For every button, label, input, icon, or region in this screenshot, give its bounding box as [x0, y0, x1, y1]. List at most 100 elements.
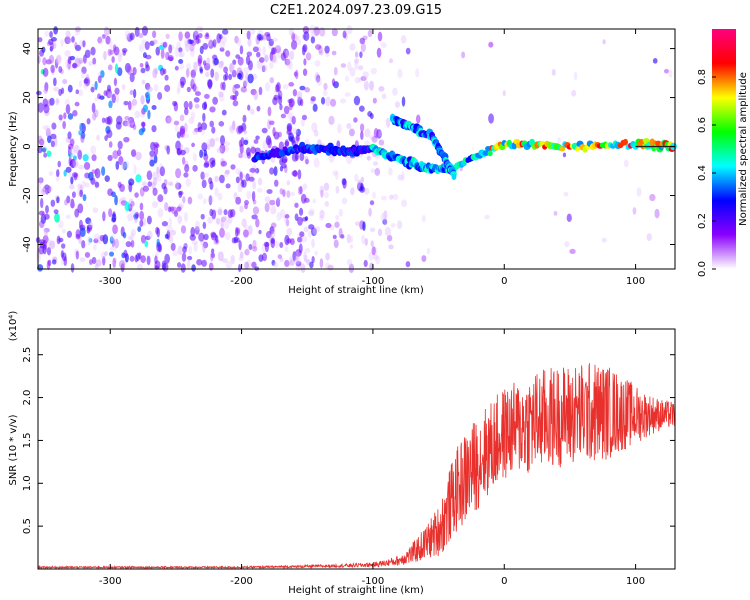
spectrogram-speckle	[361, 234, 366, 245]
spectrogram-speckle	[119, 197, 124, 204]
spectrogram-speckle	[45, 204, 49, 214]
spectrogram-speckle	[40, 197, 44, 209]
spectrogram-speckle	[256, 187, 263, 193]
spectrogram-y-axis-label: Frequency (Hz)	[8, 111, 19, 187]
spectrogram-speckle	[142, 104, 149, 113]
spectrogram-speckle	[215, 234, 219, 244]
spectrogram-speckle	[51, 122, 57, 130]
spectrogram-speckle	[156, 227, 161, 238]
spectrogram-speckle	[270, 206, 277, 215]
spectrogram-speckle	[348, 128, 355, 137]
spectrogram-speckle	[42, 57, 47, 66]
spectrogram-speckle	[97, 36, 103, 44]
spectrogram-speckle	[251, 191, 256, 202]
spectrogram-speckle	[197, 54, 203, 65]
spectrogram-speckle	[272, 37, 278, 43]
spectrogram-speckle	[270, 53, 277, 63]
spectrogram-speckle	[232, 84, 237, 95]
spectrogram-speckle	[170, 229, 177, 236]
spectrogram-speckle	[268, 38, 274, 47]
spectrogram-speckle	[312, 198, 317, 204]
spectrogram-speckle	[359, 37, 366, 45]
spectrogram-speckle	[218, 91, 224, 98]
spectrogram-speckle	[108, 100, 113, 109]
spectrogram-speckle	[276, 196, 281, 205]
spectrogram-speckle	[178, 50, 185, 58]
spectrogram-speckle	[370, 168, 376, 173]
spectrogram-speckle	[244, 261, 249, 270]
spectrogram-speckle	[82, 194, 87, 202]
spectrogram-speckle	[191, 76, 196, 86]
spectrogram-x-axis-label: Height of straight line (km)	[288, 285, 424, 296]
spectrogram-frame	[37, 28, 676, 270]
spectrogram-speckle	[563, 191, 569, 197]
spectrogram-speckle	[323, 182, 330, 191]
spectrogram-speckle	[156, 168, 161, 178]
spectrogram-speckle	[67, 146, 72, 157]
spectrogram-speckle	[109, 39, 113, 50]
spectrogram-speckle	[415, 114, 421, 124]
spectrogram-speckle	[232, 100, 239, 107]
spectrogram-speckle	[58, 114, 63, 121]
spectrogram-speckle	[553, 210, 558, 216]
spectrogram-speckle	[152, 187, 158, 197]
spectrogram-speckle	[331, 28, 338, 37]
spectrogram-speckle	[324, 45, 330, 54]
spectrogram-speckle	[144, 92, 149, 98]
spectrogram-speckle	[168, 181, 174, 187]
spectrogram-speckle	[74, 208, 80, 218]
spectrogram-speckle	[217, 206, 223, 215]
snr-panel: -300 -200 -100 0 100 0.5 1.0 1.5 2.0 2.5 Height o…	[8, 311, 676, 596]
spectrogram-speckle	[602, 39, 606, 45]
spectrogram-speckle	[273, 166, 278, 177]
spectrogram-speckle	[225, 183, 231, 189]
spectrogram-speckle	[652, 58, 658, 64]
spectrogram-speckle	[55, 54, 62, 64]
spectrogram-speckle	[123, 249, 128, 258]
spectrogram-speckle	[66, 195, 71, 204]
spectrogram-speckle	[646, 233, 652, 242]
colorbar-tick-label: 0.4	[697, 165, 708, 181]
spectrogram-speckle	[48, 38, 54, 46]
spectrogram-speckle	[90, 86, 95, 93]
spectrogram-speckle	[175, 182, 182, 190]
spectrogram-speckle	[52, 77, 57, 87]
spectrogram-speckle	[377, 228, 383, 237]
spectrogram-speckle	[164, 253, 171, 264]
spectrogram-speckle	[37, 135, 43, 144]
spectrogram-speckle	[354, 51, 359, 58]
spectrogram-speckle	[401, 171, 405, 182]
spectrogram-speckle	[164, 52, 169, 60]
spectrogram-speckle	[242, 79, 249, 87]
spectrogram-speckle	[357, 65, 364, 71]
spectrogram-speckle	[72, 62, 78, 69]
spectrogram-speckle	[236, 66, 243, 74]
spectrogram-speckle	[208, 262, 214, 271]
spectrogram-speckle	[276, 48, 282, 59]
spectrogram-speckle	[55, 56, 61, 65]
spectrogram-speckle	[304, 156, 309, 165]
spectrogram-speckle	[69, 158, 77, 168]
spectrogram-speckle	[571, 89, 577, 97]
spectrogram-speckle	[175, 168, 182, 179]
spectrogram-speckle	[284, 245, 289, 253]
spectrogram-ridge-point	[487, 150, 493, 157]
spectrogram-speckle	[256, 33, 262, 41]
spectrogram-speckle	[311, 122, 318, 133]
spectrogram-speckle	[163, 186, 168, 195]
spectrogram-speckle	[60, 87, 65, 95]
spectrogram-speckle	[168, 217, 173, 226]
spectrogram-speckle	[319, 185, 325, 195]
spectrogram-speckle	[49, 240, 56, 249]
spectrogram-speckle	[193, 61, 198, 72]
spectrogram-speckle	[256, 105, 261, 112]
spectrogram-speckle	[46, 150, 52, 157]
spectrogram-speckle	[287, 112, 294, 119]
spectrogram-speckle	[64, 36, 71, 45]
spectrogram-speckle	[344, 92, 351, 97]
spectrogram-speckle	[75, 229, 81, 238]
colorbar-ticks: 0.0 0.2 0.4 0.6 0.8	[697, 69, 716, 277]
spectrogram-speckle	[72, 109, 78, 117]
spectrogram-speckle	[147, 181, 153, 187]
spectrogram-speckle	[286, 125, 292, 135]
